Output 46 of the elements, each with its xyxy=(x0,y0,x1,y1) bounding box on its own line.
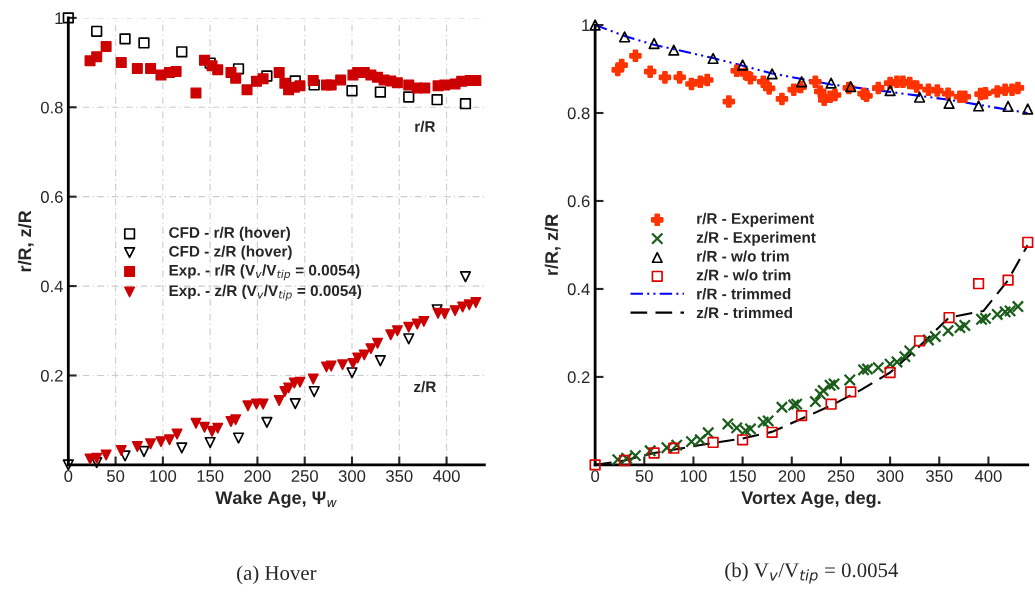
legend-label: z/R - Experiment xyxy=(696,231,816,246)
text: (b) V$_{v}$/V$_{tip}$ = 0.0054 xyxy=(725,562,899,584)
legend-label: r/R - trimmed xyxy=(697,288,791,300)
x-tick-label: 150 xyxy=(729,470,756,482)
x-tick-label: 50 xyxy=(106,470,125,482)
annotation: z/R xyxy=(414,380,437,393)
x-tick-label: 350 xyxy=(926,470,953,482)
x-tick-label: 350 xyxy=(386,470,413,482)
legend-label: r/R - Experiment xyxy=(697,212,815,228)
x-tick-label: 0 xyxy=(591,470,600,482)
y-tick-label: 1 xyxy=(55,12,63,24)
text: (a) Hover xyxy=(237,565,317,585)
x-tick-label: 400 xyxy=(974,470,1002,482)
annotation: r/R xyxy=(415,120,436,133)
x-tick-label: 50 xyxy=(635,470,653,482)
legend-label: Exp. - z/R (V$_{v}$/V$_{tip}$ = 0.0054) xyxy=(169,284,362,301)
x-tick-label: 200 xyxy=(244,470,271,482)
legend-label: z/R - trimmed xyxy=(696,306,792,319)
legend-label: CFD - z/R (hover) xyxy=(169,245,292,260)
legend-label: z/R - w/o trim xyxy=(696,269,791,281)
x-axis-title: Vortex Age, deg. xyxy=(741,490,881,508)
legend-label: Exp. - r/R (V$_{v}$/V$_{tip}$ = 0.0054) xyxy=(169,264,360,281)
x-tick-label: 300 xyxy=(876,470,904,482)
y-tick-label: 1 xyxy=(582,19,590,32)
x-tick-label: 100 xyxy=(680,470,707,482)
x-tick-label: 100 xyxy=(150,470,177,482)
y-tick-label: 0.4 xyxy=(40,280,63,293)
y-tick-label: 0.6 xyxy=(40,191,63,203)
x-tick-label: 250 xyxy=(291,470,318,482)
y-tick-label: 0.8 xyxy=(567,107,590,120)
legend-label: CFD - r/R (hover) xyxy=(169,226,291,241)
x-tick-label: 200 xyxy=(778,470,806,482)
y-tick-label: 0.4 xyxy=(567,283,590,296)
y-tick-label: 0.8 xyxy=(40,101,63,114)
y-tick-label: 0.2 xyxy=(40,369,63,382)
x-tick-label: 250 xyxy=(827,470,855,482)
x-tick-label: 400 xyxy=(433,470,460,482)
x-tick-label: 300 xyxy=(338,470,366,482)
x-tick-label: 150 xyxy=(197,470,224,482)
x-tick-label: 0 xyxy=(64,470,73,482)
y-tick-label: 0.6 xyxy=(567,195,590,208)
y-tick-label: 0.2 xyxy=(567,371,590,384)
x-axis-title: Wake Age, Ψ$_{w}$ xyxy=(215,490,337,508)
y-axis-title: r/R, z/R xyxy=(544,214,561,275)
legend-label: r/R - w/o trim xyxy=(697,250,789,262)
y-axis-title: r/R, z/R xyxy=(17,210,34,272)
